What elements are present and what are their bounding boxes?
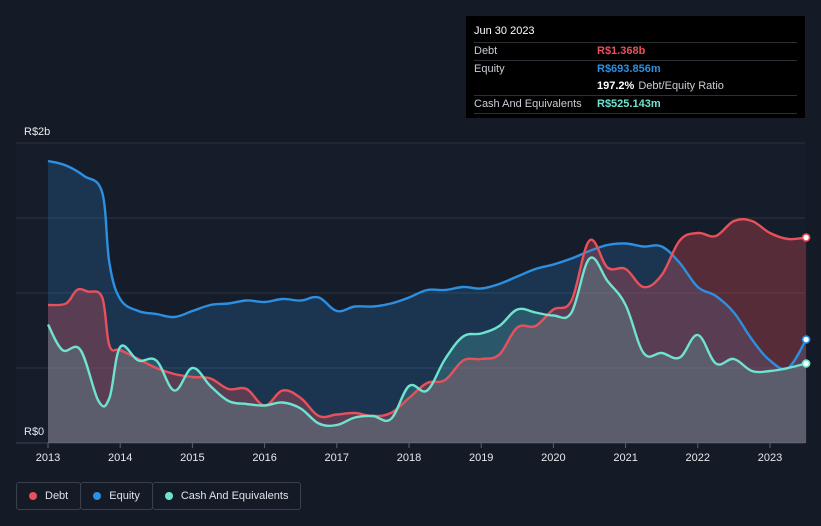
legend-dot-debt [29, 492, 37, 500]
x-tick-label: 2018 [397, 452, 421, 464]
tooltip-row-ratio: 197.2% Debt/Equity Ratio [474, 78, 797, 96]
tooltip-ratio-value: 197.2% [597, 80, 635, 92]
cash-line [46, 256, 807, 427]
data-tooltip: Jun 30 2023 Debt R$1.368b Equity R$693.8… [466, 16, 805, 118]
tooltip-row-debt: Debt R$1.368b [474, 43, 797, 61]
legend-label-cash: Cash And Equivalents [180, 490, 289, 502]
x-tick-label: 2014 [108, 452, 132, 464]
x-tick-label: 2015 [180, 452, 204, 464]
legend-label-debt: Debt [45, 490, 69, 502]
debt-area [48, 219, 807, 443]
gridlines [16, 142, 805, 444]
series-endpoints [801, 233, 811, 368]
tooltip-row-cash: Cash And Equivalents R$525.143m [474, 96, 797, 114]
x-tick-label: 2016 [252, 452, 276, 464]
equity-line [47, 159, 808, 371]
tooltip-date: Jun 30 2023 [474, 24, 797, 43]
tooltip-debt-label: Debt [474, 45, 498, 57]
tooltip-ratio-label: Debt/Equity Ratio [638, 80, 724, 92]
series-lines [46, 159, 808, 427]
tooltip-equity-label: Equity [474, 63, 505, 75]
tooltip-cash-label: Cash And Equivalents [474, 98, 582, 110]
legend-dot-equity [93, 492, 102, 500]
series-areas [48, 161, 807, 443]
x-tick-label: 2017 [325, 452, 349, 464]
x-tick-label: 2022 [686, 452, 710, 464]
y-tick-label-bottom: R$0 [24, 426, 44, 438]
debt-endpoint [801, 233, 811, 242]
debt-line [47, 217, 807, 419]
legend-label-equity: Equity [109, 490, 140, 502]
x-tick-label: 2013 [36, 452, 60, 464]
cash-area [48, 257, 807, 443]
legend-item-equity[interactable]: Equity [80, 482, 153, 510]
x-tick-label: 2019 [469, 452, 493, 464]
x-tick-label: 2021 [613, 452, 637, 464]
legend-item-cash[interactable]: Cash And Equivalents [151, 482, 302, 510]
equity-endpoint [801, 335, 811, 344]
x-axis-ticks: 2013 2014 2015 2016 2017 2018 2019 2020 2021 2022… [36, 443, 782, 464]
legend-item-debt[interactable]: Debt [16, 482, 82, 510]
chart-legend: Debt Equity Cash And Equivalents [16, 482, 302, 510]
tooltip-cash-value: R$525.143m [597, 98, 661, 110]
tooltip-debt-value: R$1.368b [597, 45, 646, 57]
tooltip-row-equity: Equity R$693.856m [474, 61, 797, 78]
cash-endpoint [801, 359, 811, 368]
legend-dot-cash [164, 492, 173, 500]
x-tick-label: 2020 [541, 452, 565, 464]
equity-area [48, 161, 807, 443]
y-tick-label-top: R$2b [24, 126, 50, 138]
x-tick-label: 2023 [758, 452, 782, 464]
tooltip-equity-value: R$693.856m [597, 63, 661, 75]
